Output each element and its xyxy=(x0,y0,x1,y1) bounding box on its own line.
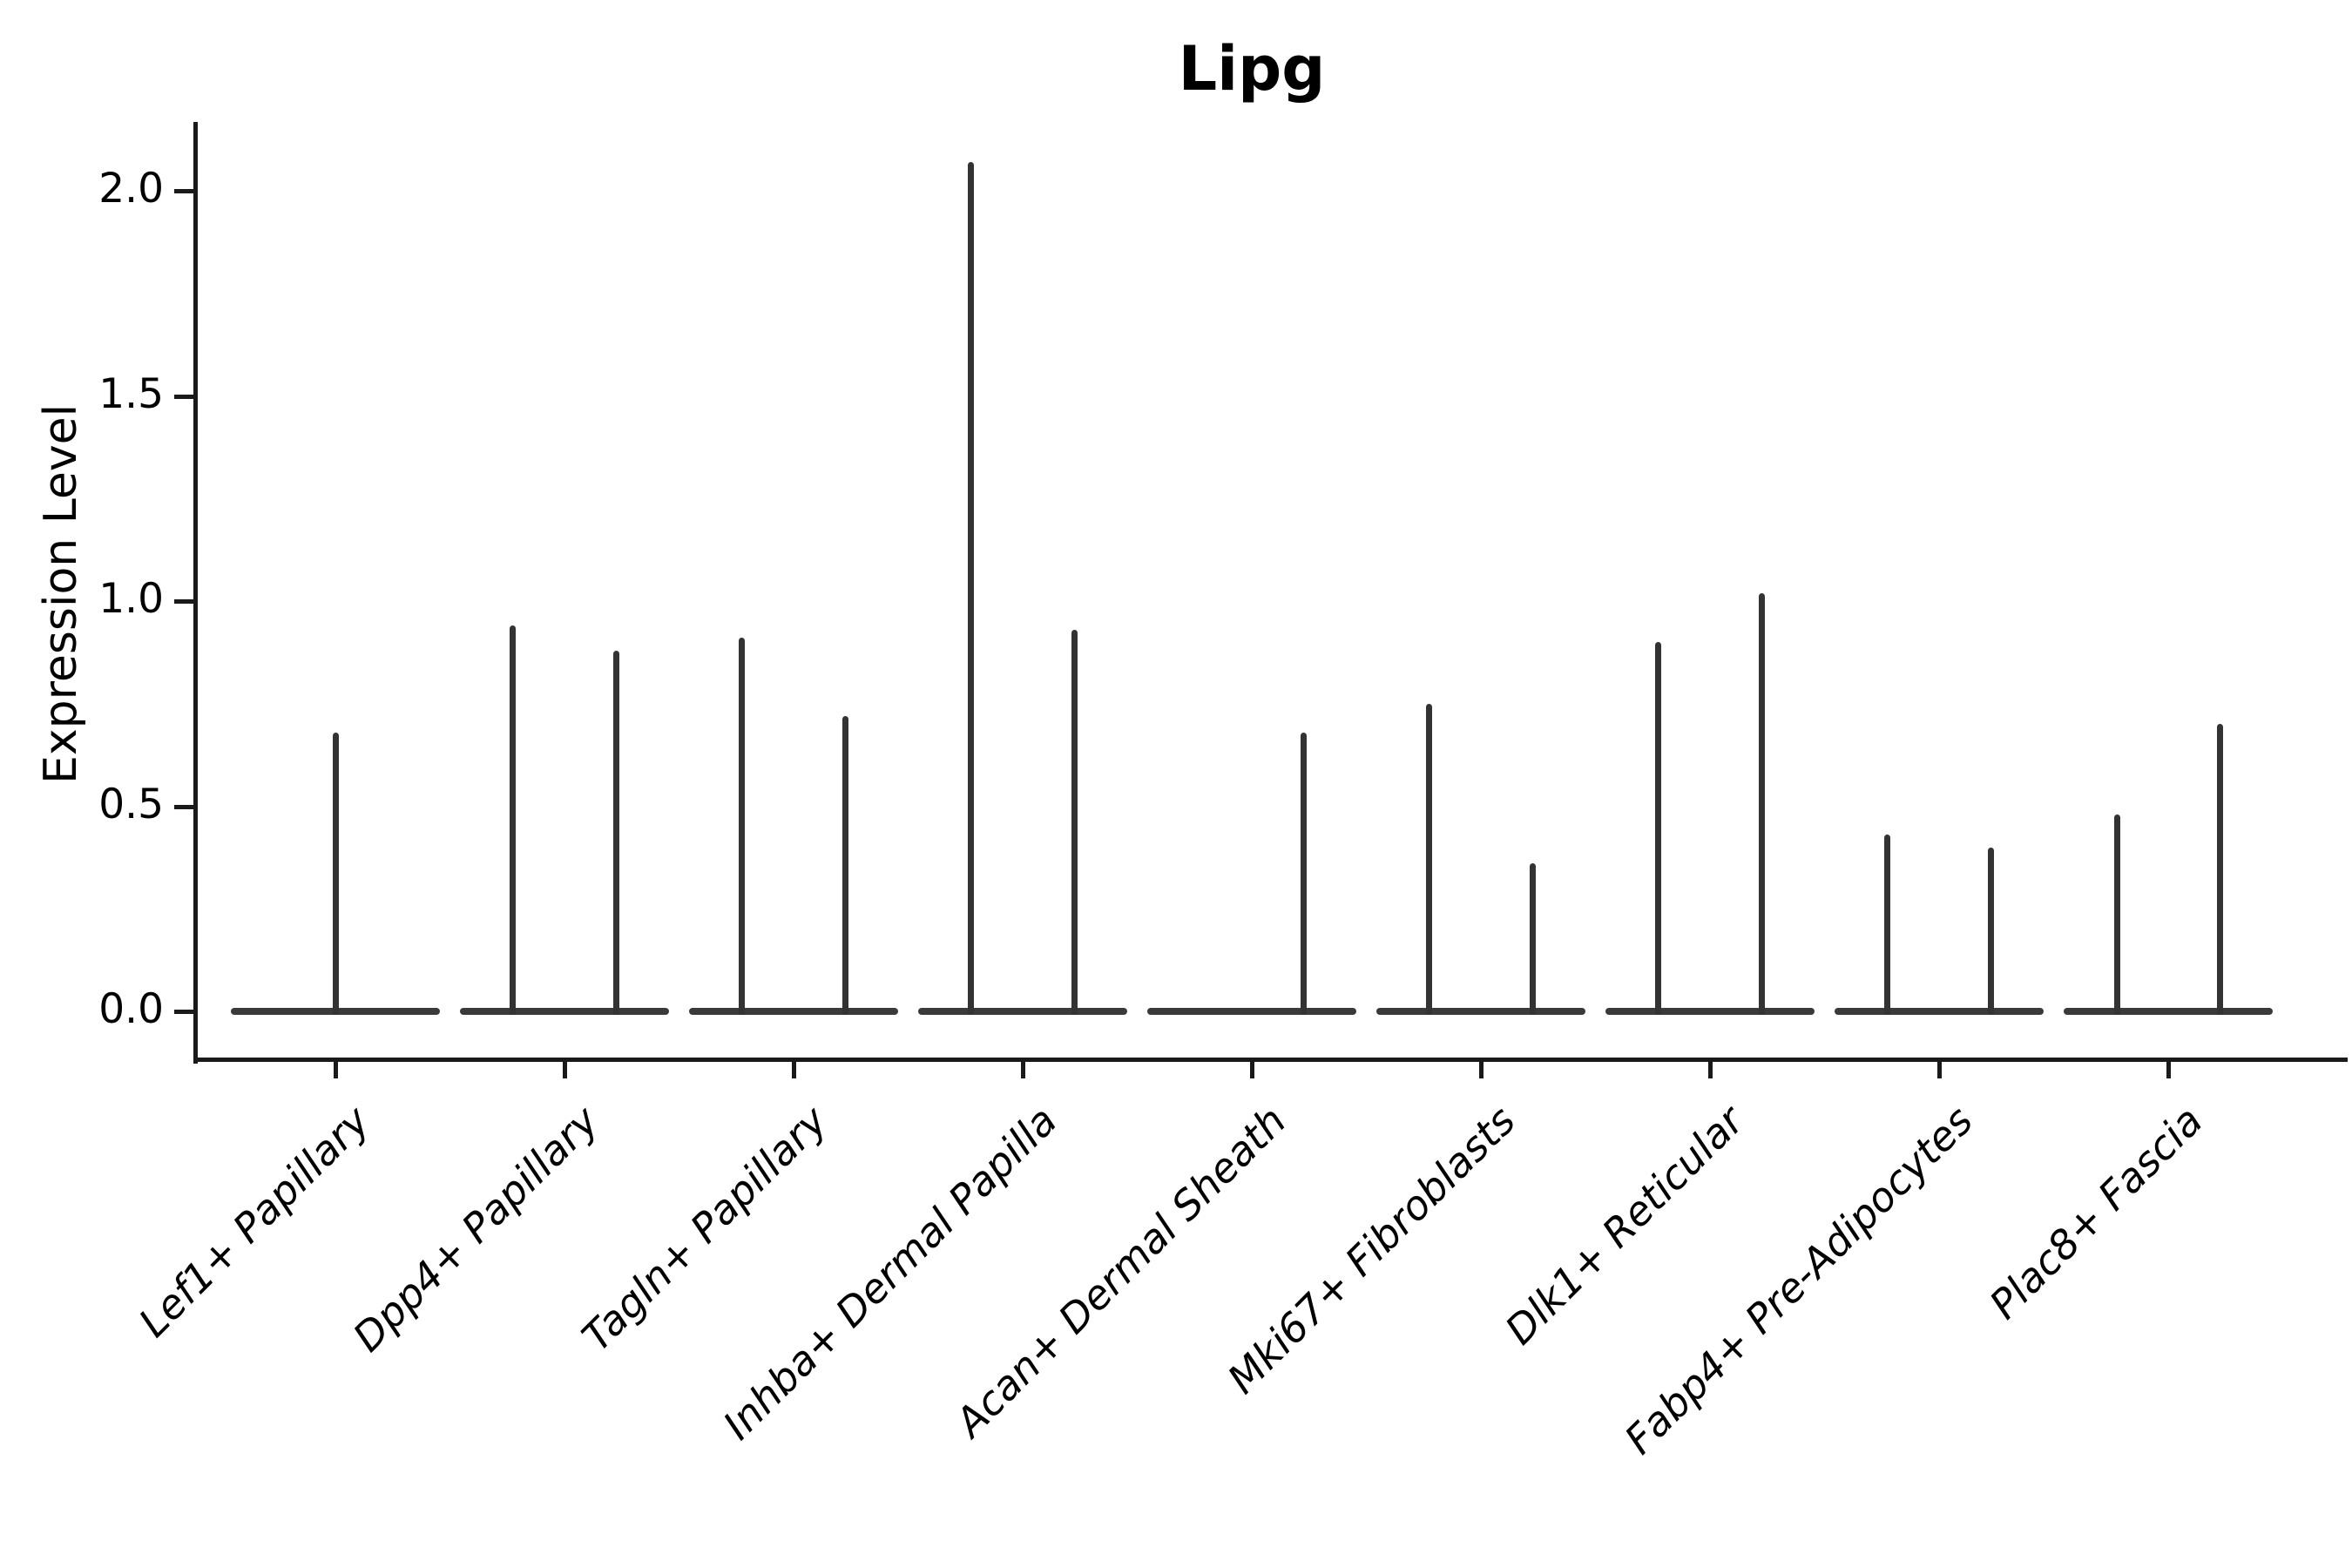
y-tick xyxy=(174,804,193,809)
violin-spike xyxy=(1883,835,1890,1015)
y-tick-label: 0.0 xyxy=(98,985,164,1033)
x-tick-label: Dlk1+ Reticular xyxy=(1496,1097,1754,1354)
y-tick-label: 1.5 xyxy=(98,369,164,418)
x-tick xyxy=(1250,1061,1254,1078)
violin-spike xyxy=(1654,642,1661,1015)
y-tick xyxy=(174,394,193,399)
x-tick-label: Dpp4+ Papillary xyxy=(343,1097,608,1361)
y-tick-label: 2.0 xyxy=(98,165,164,213)
x-tick-label: Tagln+ Papillary xyxy=(573,1097,837,1361)
x-tick xyxy=(1708,1061,1713,1078)
x-tick xyxy=(1937,1061,1942,1078)
y-axis-spine xyxy=(193,122,198,1064)
violin-spike xyxy=(2217,724,2224,1015)
violin-baseline xyxy=(2064,1008,2273,1015)
violin-baseline xyxy=(1376,1008,1585,1015)
violin-baseline xyxy=(1147,1008,1356,1015)
x-tick-label: Lef1+ Papillary xyxy=(129,1097,379,1347)
violin-spike xyxy=(1988,847,1995,1015)
x-axis-spine xyxy=(193,1057,2348,1062)
x-tick xyxy=(1479,1061,1484,1078)
violin-spike xyxy=(613,650,620,1015)
y-tick xyxy=(174,599,193,604)
x-tick xyxy=(1021,1061,1025,1078)
y-tick-label: 0.5 xyxy=(98,780,164,828)
x-tick xyxy=(2166,1061,2171,1078)
x-tick xyxy=(334,1061,338,1078)
x-tick xyxy=(563,1061,567,1078)
violin-spike xyxy=(1301,732,1308,1015)
x-tick-label: Plac8+ Fascia xyxy=(1979,1097,2212,1328)
violin-baseline xyxy=(460,1008,669,1015)
violin-spike xyxy=(738,638,745,1015)
violin-baseline xyxy=(1605,1008,1815,1015)
violin-baseline xyxy=(689,1008,898,1015)
y-tick xyxy=(174,189,193,193)
violin-spike xyxy=(842,715,849,1015)
violin-baseline xyxy=(1835,1008,2044,1015)
violin-baseline xyxy=(918,1008,1127,1015)
violin-spike xyxy=(1071,629,1078,1015)
chart-title: Lipg xyxy=(1178,33,1326,105)
violin-spike xyxy=(2113,814,2120,1015)
violin-spike xyxy=(332,732,339,1015)
violin-spike xyxy=(509,625,516,1015)
y-tick xyxy=(174,1010,193,1014)
violin-spike xyxy=(1759,592,1766,1015)
violin-spike xyxy=(1530,863,1537,1015)
y-tick-label: 1.0 xyxy=(98,575,164,623)
violin-spike xyxy=(967,162,974,1015)
violin-spike xyxy=(1425,703,1432,1015)
x-tick xyxy=(792,1061,796,1078)
